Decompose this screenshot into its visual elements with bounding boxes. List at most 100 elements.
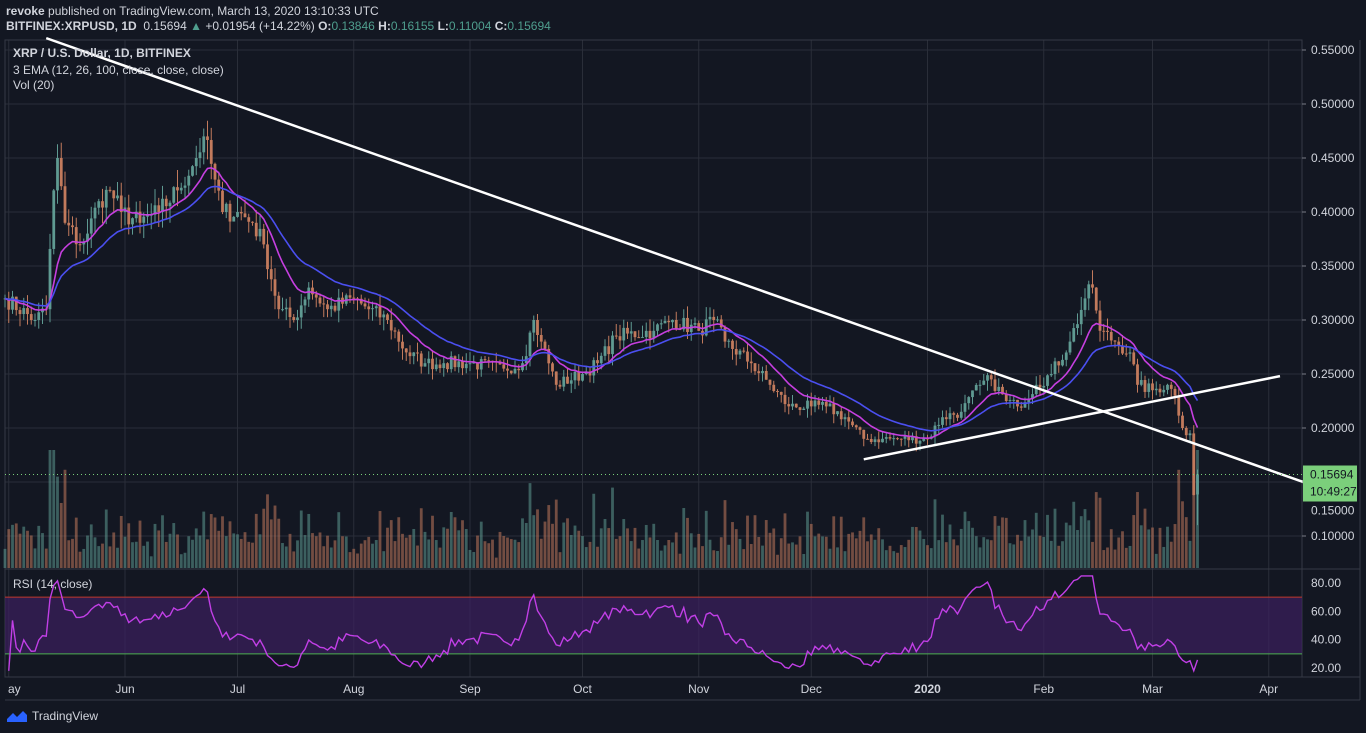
candle-body bbox=[26, 308, 29, 315]
candle-body bbox=[532, 320, 536, 333]
volume-bar bbox=[899, 545, 903, 568]
volume-bar bbox=[442, 527, 446, 568]
volume-bar bbox=[554, 499, 558, 568]
volume-bar bbox=[674, 532, 678, 568]
volume-bar bbox=[828, 548, 832, 568]
candle-body bbox=[547, 348, 551, 364]
candle-body bbox=[618, 336, 622, 341]
candle-body bbox=[63, 186, 67, 223]
volume-bar bbox=[997, 525, 1001, 568]
candle-body bbox=[262, 228, 266, 245]
volume-bar bbox=[986, 539, 989, 568]
volume-bar bbox=[476, 535, 479, 568]
candle-body bbox=[108, 189, 112, 191]
candle-body bbox=[131, 218, 134, 225]
candle-body bbox=[768, 379, 772, 385]
candle-body bbox=[892, 438, 896, 440]
volume-bar bbox=[1012, 544, 1016, 568]
candle-body bbox=[869, 438, 873, 443]
ema-legend[interactable]: 3 EMA (12, 26, 100, close, close, close) bbox=[13, 63, 224, 77]
volume-bar bbox=[948, 524, 952, 568]
time-tick-label: Nov bbox=[688, 682, 709, 696]
volume-bar bbox=[573, 525, 577, 568]
time-tick-label: Oct bbox=[573, 682, 592, 696]
volume-bar bbox=[386, 527, 389, 568]
volume-bar bbox=[1173, 524, 1177, 568]
candle-body bbox=[168, 202, 172, 207]
volume-bar bbox=[712, 550, 716, 568]
candle-body bbox=[622, 327, 626, 341]
candle-body bbox=[374, 306, 378, 309]
candle-body bbox=[412, 352, 416, 357]
candle-body bbox=[314, 294, 318, 298]
volume-bar bbox=[809, 523, 813, 568]
plot-frame bbox=[4, 39, 1303, 678]
volume-bar bbox=[431, 515, 434, 568]
volume-legend[interactable]: Vol (20) bbox=[13, 78, 55, 92]
volume-bar bbox=[11, 524, 14, 568]
candle-body bbox=[877, 439, 881, 443]
volume-bar bbox=[228, 521, 232, 568]
volume-bar bbox=[716, 550, 719, 568]
volume-bar bbox=[408, 534, 412, 568]
candle-body bbox=[948, 413, 952, 420]
volume-bar bbox=[929, 548, 933, 568]
candle-body bbox=[404, 348, 408, 353]
volume-bar bbox=[37, 525, 41, 568]
volume-bar bbox=[922, 538, 926, 568]
candle-body bbox=[749, 361, 753, 364]
candle-body bbox=[217, 179, 221, 191]
volume-bar bbox=[449, 511, 453, 568]
volume-bar bbox=[479, 521, 483, 568]
candle-body bbox=[468, 363, 472, 365]
candle-body bbox=[423, 363, 427, 367]
candle-body bbox=[847, 417, 851, 422]
price-tick-label: 0.15000 bbox=[1311, 504, 1355, 518]
volume-bar bbox=[41, 533, 44, 568]
time-tick-label: Feb bbox=[1033, 682, 1054, 696]
candle-body bbox=[528, 332, 532, 357]
volume-bar bbox=[937, 540, 941, 568]
candle-body bbox=[1188, 433, 1192, 436]
volume-bar bbox=[824, 536, 828, 568]
candle-body bbox=[641, 336, 644, 338]
volume-bar bbox=[798, 536, 802, 568]
candle-body bbox=[956, 414, 959, 418]
candle-body bbox=[292, 317, 296, 320]
series-legend[interactable]: XRP / U.S. Dollar, 1D, BITFINEX bbox=[13, 46, 191, 60]
candle-body bbox=[896, 438, 899, 440]
close-value: 0.15694 bbox=[507, 19, 551, 33]
candle-body bbox=[1143, 380, 1147, 392]
candle-body bbox=[71, 225, 74, 228]
volume-bar bbox=[1031, 529, 1034, 568]
price-tick-label: 0.45000 bbox=[1311, 151, 1355, 165]
candle-body bbox=[1121, 345, 1124, 354]
candle-body bbox=[198, 152, 202, 158]
candle-body bbox=[1184, 428, 1188, 436]
candle-body bbox=[18, 310, 22, 315]
candle-body bbox=[1049, 374, 1053, 376]
candle-body bbox=[363, 303, 367, 307]
candle-body bbox=[393, 330, 397, 332]
candle-body bbox=[48, 248, 52, 310]
candle-body bbox=[1098, 310, 1102, 331]
candle-body bbox=[802, 408, 806, 410]
volume-bar bbox=[434, 540, 438, 568]
volume-bar bbox=[1154, 553, 1158, 568]
volume-bar bbox=[232, 533, 236, 568]
volume-bar bbox=[318, 532, 322, 568]
rsi-legend[interactable]: RSI (14, close) bbox=[13, 577, 93, 591]
volume-bar bbox=[74, 517, 78, 568]
candle-body bbox=[408, 352, 412, 357]
candle-body bbox=[179, 187, 183, 191]
ohlc-bar: BITFINEX:XRPUSD, 1D 0.15694 ▲ +0.01954 (… bbox=[6, 19, 551, 33]
volume-bar bbox=[277, 518, 281, 568]
volume-bar bbox=[1023, 520, 1027, 568]
candle-body bbox=[824, 401, 828, 407]
volume-bar bbox=[3, 548, 7, 568]
candle-body bbox=[311, 287, 314, 295]
tradingview-logo[interactable]: TradingView bbox=[6, 709, 98, 723]
candle-body bbox=[1181, 415, 1184, 428]
candle-body bbox=[389, 320, 393, 331]
